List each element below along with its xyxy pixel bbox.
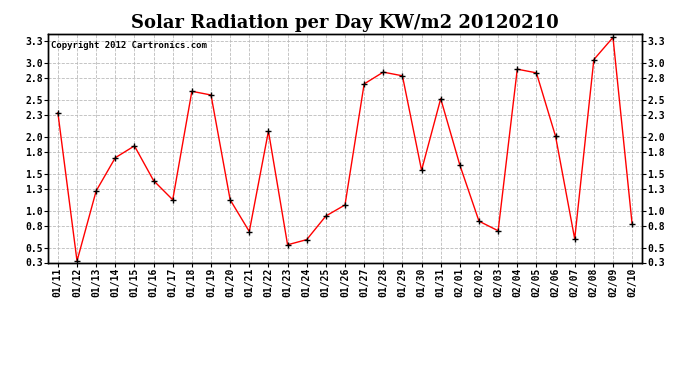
Text: Copyright 2012 Cartronics.com: Copyright 2012 Cartronics.com	[51, 40, 207, 50]
Title: Solar Radiation per Day KW/m2 20120210: Solar Radiation per Day KW/m2 20120210	[131, 14, 559, 32]
